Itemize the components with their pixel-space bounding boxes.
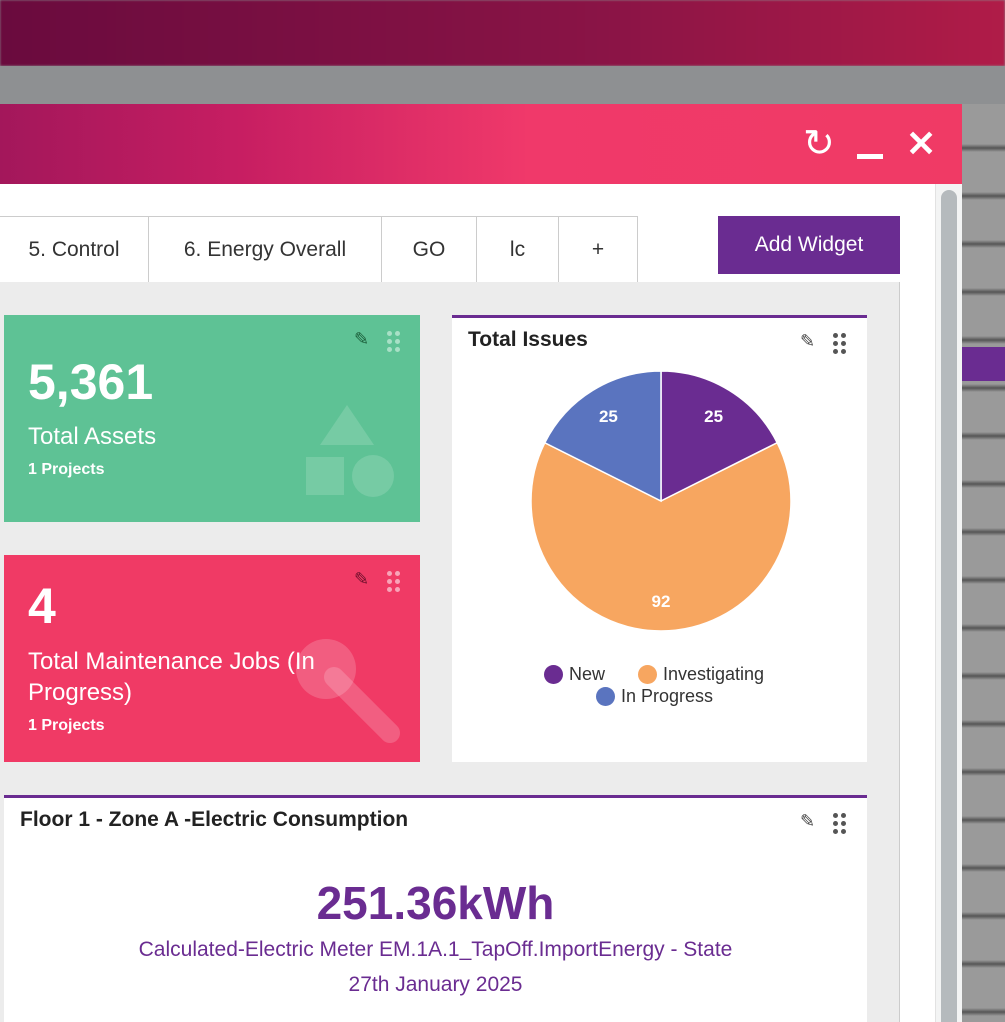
pie-data-label: 25 bbox=[704, 407, 723, 426]
legend-item-new[interactable]: New bbox=[544, 664, 605, 685]
total-issues-widget: Total Issues ✎ 25 92 25 New Investigating … bbox=[452, 315, 867, 762]
pie-slice-in-progress[interactable] bbox=[543, 370, 662, 503]
edit-icon[interactable]: ✎ bbox=[800, 811, 816, 831]
tab-energy-overall[interactable]: 6. Energy Overall bbox=[148, 217, 381, 282]
edit-icon[interactable]: ✎ bbox=[800, 331, 816, 351]
drag-handle-icon[interactable] bbox=[833, 333, 847, 354]
refresh-icon[interactable]: ↻ bbox=[803, 123, 835, 165]
drag-handle-icon[interactable] bbox=[833, 813, 847, 834]
maintenance-jobs-projects: 1 Projects bbox=[28, 717, 105, 734]
legend-swatch bbox=[596, 687, 615, 706]
modal-header: ↻ ✕ bbox=[0, 104, 962, 184]
pie-data-label: 25 bbox=[599, 407, 618, 426]
widget-title: Total Issues bbox=[468, 328, 588, 351]
total-assets-widget: ✎ 5,361 Total Assets 1 Projects bbox=[4, 315, 420, 522]
add-widget-button[interactable]: Add Widget bbox=[718, 216, 900, 274]
edit-icon[interactable]: ✎ bbox=[354, 329, 370, 349]
legend-swatch bbox=[544, 665, 563, 684]
tab-go[interactable]: GO bbox=[381, 217, 476, 282]
total-assets-value: 5,361 bbox=[28, 354, 154, 410]
total-assets-projects: 1 Projects bbox=[28, 461, 105, 478]
pie-slice-investigating[interactable] bbox=[530, 441, 792, 632]
pie-chart: 25 92 25 bbox=[530, 370, 792, 632]
background-toolbar bbox=[0, 66, 1005, 106]
consumption-date: 27th January 2025 bbox=[348, 973, 523, 996]
legend-item-in-progress[interactable]: In Progress bbox=[596, 686, 713, 707]
legend-item-investigating[interactable]: Investigating bbox=[638, 664, 764, 685]
consumption-source: Calculated-Electric Meter EM.1A.1_TapOff… bbox=[138, 938, 733, 961]
edit-icon[interactable]: ✎ bbox=[354, 569, 370, 589]
total-assets-label: Total Assets bbox=[28, 423, 157, 450]
scrollbar-thumb[interactable] bbox=[941, 190, 957, 1022]
background-app-header bbox=[0, 0, 1005, 66]
minimize-icon[interactable] bbox=[857, 154, 883, 159]
add-tab-button[interactable]: + bbox=[558, 217, 637, 282]
consumption-value: 251.36kWh bbox=[316, 877, 555, 929]
dashboard-tabs: 5. Control 6. Energy Overall GO lc + bbox=[0, 216, 638, 282]
electric-consumption-widget: Floor 1 - Zone A -Electric Consumption ✎… bbox=[4, 795, 867, 1022]
maintenance-jobs-label: Total Maintenance Jobs (In Progress) bbox=[28, 648, 315, 706]
legend-swatch bbox=[638, 665, 657, 684]
tab-control[interactable]: 5. Control bbox=[28, 237, 120, 261]
shapes-icon bbox=[306, 405, 394, 497]
background-page bbox=[962, 104, 1005, 1022]
widget-title: Floor 1 - Zone A -Electric Consumption bbox=[20, 808, 409, 831]
maintenance-jobs-widget: ✎ 4 Total Maintenance Jobs (In Progress)… bbox=[4, 555, 420, 762]
close-icon[interactable]: ✕ bbox=[906, 123, 937, 164]
wrench-icon bbox=[296, 639, 400, 743]
drag-handle-icon[interactable] bbox=[387, 571, 401, 592]
drag-handle-icon[interactable] bbox=[387, 331, 401, 352]
pie-slice-new[interactable] bbox=[660, 370, 779, 503]
maintenance-jobs-value: 4 bbox=[28, 578, 56, 634]
pie-data-label: 92 bbox=[652, 592, 671, 611]
tab-lc[interactable]: lc bbox=[476, 217, 558, 282]
